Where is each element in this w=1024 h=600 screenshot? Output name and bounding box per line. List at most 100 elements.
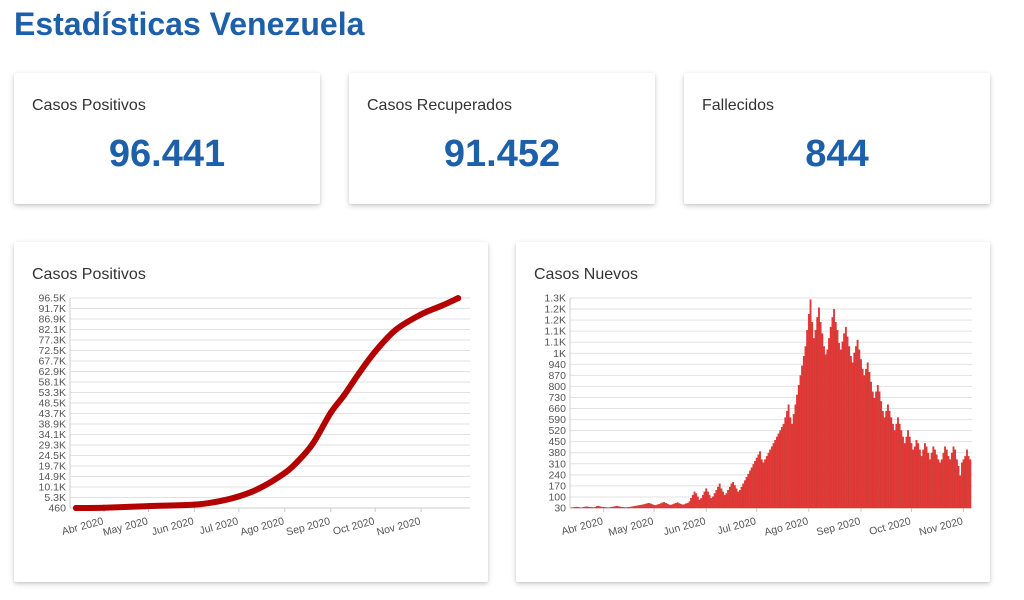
y-tick-label: 660 xyxy=(548,403,566,415)
bar xyxy=(912,449,915,509)
bar xyxy=(661,502,664,509)
y-tick-label: 450 xyxy=(548,436,566,448)
bar xyxy=(664,503,667,509)
bar xyxy=(666,503,669,509)
y-tick-label: 29.3K xyxy=(39,440,66,452)
bar xyxy=(851,362,854,509)
bar xyxy=(705,488,708,509)
bar xyxy=(646,503,649,509)
bar xyxy=(629,506,632,509)
chart-title: Casos Positivos xyxy=(32,266,146,283)
bar xyxy=(668,504,671,509)
bar xyxy=(626,507,629,509)
stat-value: 844 xyxy=(805,133,869,175)
bar xyxy=(713,493,716,509)
data-point xyxy=(212,499,219,506)
y-tick-label: 1K xyxy=(553,348,566,360)
bar xyxy=(812,338,815,509)
y-tick-label: 53.3K xyxy=(39,387,66,399)
data-point xyxy=(101,504,108,511)
bar xyxy=(861,368,864,509)
data-point xyxy=(281,469,288,476)
bar xyxy=(868,372,871,509)
y-tick-label: 24.5K xyxy=(39,450,66,462)
data-point xyxy=(256,485,263,492)
bar xyxy=(895,423,898,509)
bar xyxy=(806,330,809,509)
bar xyxy=(781,427,783,509)
y-tick-label: 310 xyxy=(548,458,566,470)
bar xyxy=(939,462,941,509)
data-point xyxy=(309,440,316,447)
bar xyxy=(870,381,872,509)
bar xyxy=(725,493,728,509)
bar xyxy=(888,410,891,509)
bar xyxy=(858,349,861,509)
bar xyxy=(821,333,824,509)
bar xyxy=(693,491,696,509)
bar xyxy=(814,330,817,509)
bar xyxy=(685,503,687,509)
bar xyxy=(703,491,706,509)
bar xyxy=(898,423,901,509)
bar xyxy=(587,506,590,509)
bar xyxy=(604,507,607,509)
bar xyxy=(764,459,767,509)
x-tick-label: Jun 2020 xyxy=(150,515,195,538)
bar xyxy=(621,507,624,509)
bar xyxy=(671,504,674,509)
bar xyxy=(910,443,913,509)
bar xyxy=(885,410,888,509)
bar xyxy=(663,502,666,509)
bar xyxy=(819,322,822,509)
bar xyxy=(738,490,741,509)
bar xyxy=(648,503,650,509)
bar xyxy=(802,356,805,509)
data-point xyxy=(145,503,152,510)
bar xyxy=(844,326,847,509)
bar xyxy=(824,354,827,509)
data-point xyxy=(295,457,302,464)
y-tick-label: 170 xyxy=(548,480,566,492)
bar xyxy=(658,503,661,509)
y-tick-label: 14.9K xyxy=(39,471,66,483)
y-tick-label: 5.3K xyxy=(44,492,66,504)
bar xyxy=(961,462,963,509)
x-tick-label: Jul 2020 xyxy=(198,515,240,537)
x-tick-label: Jun 2020 xyxy=(662,515,707,538)
bar xyxy=(875,391,878,509)
bar xyxy=(597,505,600,509)
stat-card-recovered: Casos Recuperados 91.452 xyxy=(349,73,655,204)
bar xyxy=(789,417,792,509)
bar xyxy=(930,452,933,509)
bar xyxy=(782,423,785,509)
bar xyxy=(577,507,580,509)
bar xyxy=(804,346,807,509)
bar xyxy=(949,459,952,509)
y-tick-label: 1.2K xyxy=(544,304,566,316)
y-tick-label: 67.7K xyxy=(39,356,66,368)
y-tick-label: 38.9K xyxy=(39,419,66,431)
bar xyxy=(955,459,958,509)
bar xyxy=(633,506,635,509)
bar xyxy=(638,505,640,509)
bar xyxy=(927,452,930,509)
bar xyxy=(774,440,777,509)
bar xyxy=(791,423,793,509)
bar xyxy=(897,417,899,509)
bar xyxy=(611,506,613,509)
bar xyxy=(843,333,846,509)
bar xyxy=(913,446,916,509)
bar xyxy=(876,385,879,509)
bar xyxy=(833,309,835,509)
bar xyxy=(760,459,763,509)
bar xyxy=(880,401,883,509)
data-point xyxy=(438,302,445,309)
y-tick-label: 800 xyxy=(548,381,566,393)
bar xyxy=(952,446,955,509)
bar xyxy=(892,423,894,509)
bar xyxy=(775,436,778,509)
bar xyxy=(690,498,693,509)
y-tick-label: 34.1K xyxy=(39,429,66,441)
bar xyxy=(715,490,718,509)
